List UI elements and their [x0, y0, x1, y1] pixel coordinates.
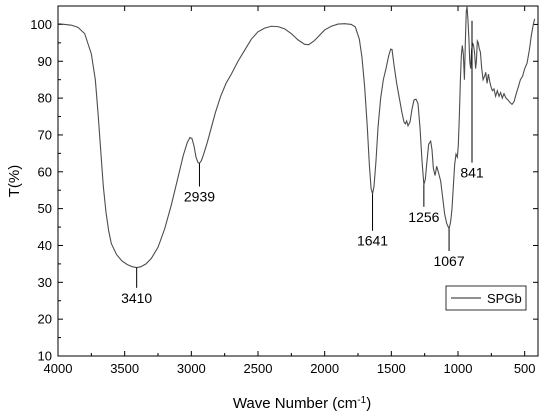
x-axis-ticks: 4000 3500 3000 2500 2000 1500 1000 500 [44, 6, 536, 376]
plot-frame [57, 5, 539, 357]
y-tick-label: 70 [38, 127, 52, 142]
y-tick-label: 10 [38, 349, 52, 364]
x-tick-label: 2500 [244, 361, 273, 376]
spgb-spectrum-line [57, 6, 536, 269]
x-tick-label: 4000 [44, 361, 73, 376]
y-tick-label: 60 [38, 164, 52, 179]
x-tick-label: 3500 [110, 361, 139, 376]
y-tick-label: 100 [30, 17, 52, 32]
y-tick-label: 40 [38, 238, 52, 253]
legend: SPGb [445, 285, 527, 311]
y-tick-label: 80 [38, 91, 52, 106]
annotation-label: 1641 [357, 233, 388, 249]
x-axis-label: Wave Number (cm-1) [233, 395, 371, 413]
x-tick-label: 1500 [377, 361, 406, 376]
x-tick-label: 3000 [177, 361, 206, 376]
peak-annotations: 3410 2939 1641 1256 1067 841 [121, 20, 484, 306]
x-tick-label: 1000 [444, 361, 473, 376]
annotation-label: 2939 [184, 189, 215, 205]
annotation-label: 841 [460, 165, 484, 181]
annotation-label: 1256 [408, 209, 439, 225]
x-tick-label: 2000 [310, 361, 339, 376]
x-tick-label: 500 [514, 361, 536, 376]
legend-label-spgb: SPGb [487, 291, 522, 306]
y-tick-label: 30 [38, 275, 52, 290]
annotation-label: 1067 [433, 253, 464, 269]
y-axis-ticks: 10 20 30 40 50 60 70 80 90 100 [30, 17, 538, 364]
y-tick-label: 90 [38, 54, 52, 69]
y-tick-label: 20 [38, 312, 52, 327]
y-tick-label: 50 [38, 201, 52, 216]
annotation-label: 3410 [121, 290, 152, 306]
y-axis-label: T(%) [6, 165, 23, 198]
